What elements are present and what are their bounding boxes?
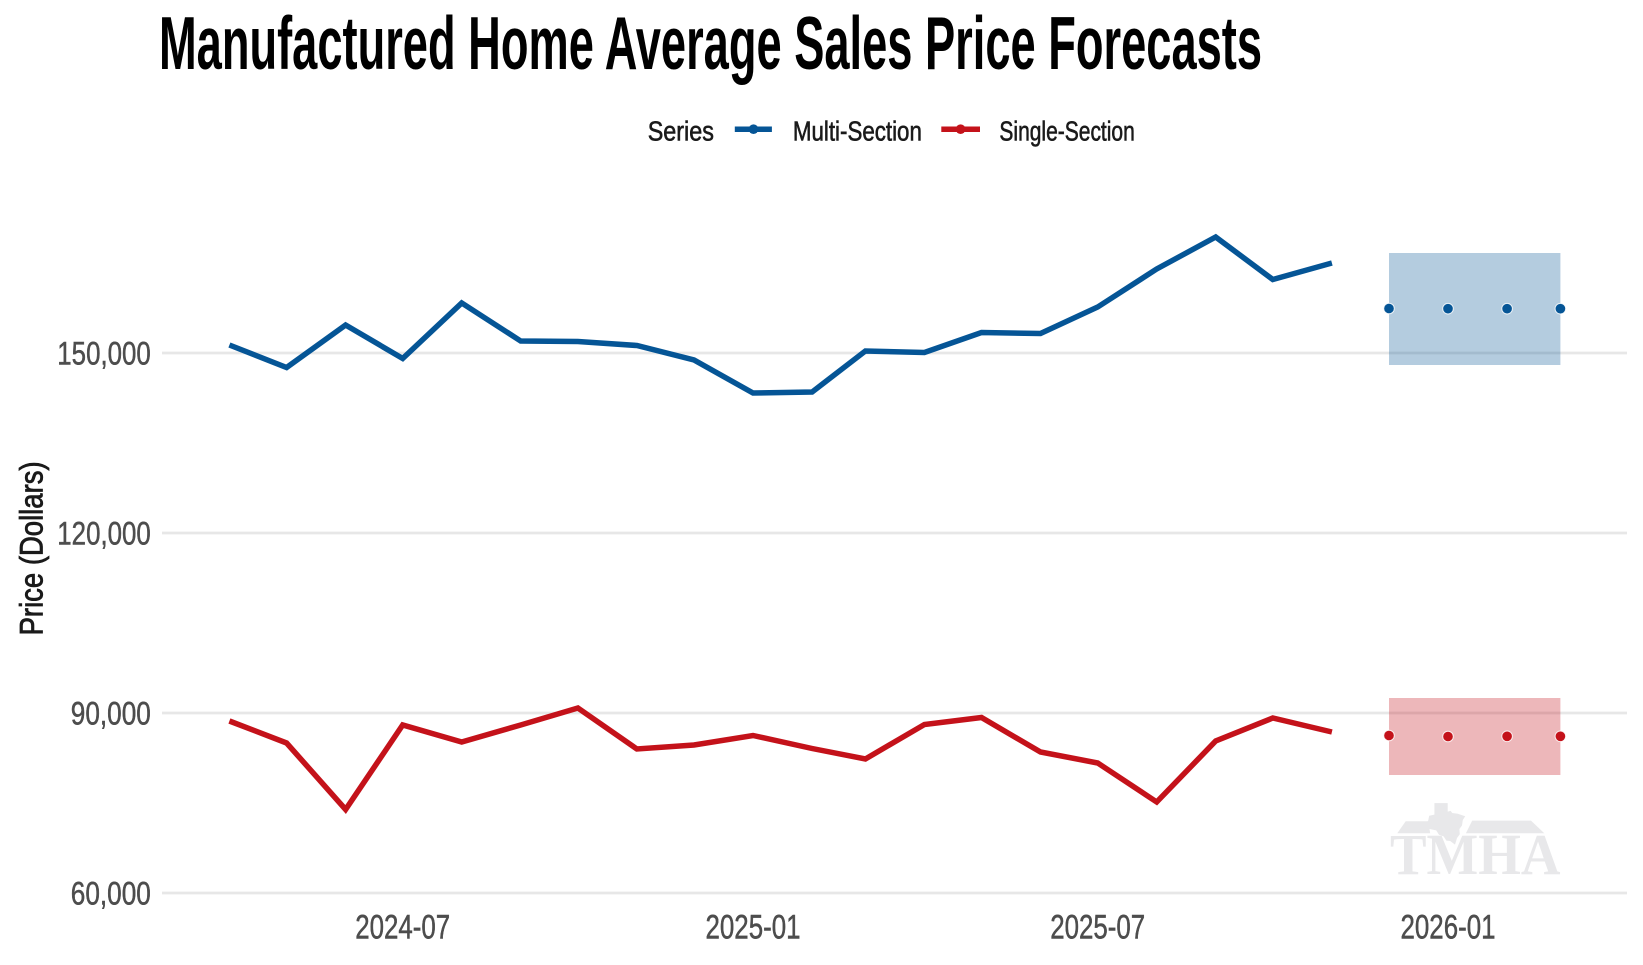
svg-text:2025-01: 2025-01: [706, 909, 801, 947]
svg-text:Multi-Section: Multi-Section: [793, 116, 922, 147]
svg-text:2025-07: 2025-07: [1050, 909, 1145, 947]
svg-text:90,000: 90,000: [71, 695, 151, 731]
svg-text:Manufactured Home Average Sale: Manufactured Home Average Sales Price Fo…: [159, 1, 1262, 85]
svg-text:Single-Section: Single-Section: [999, 116, 1134, 147]
svg-text:2026-01: 2026-01: [1401, 909, 1496, 947]
svg-text:Price (Dollars): Price (Dollars): [14, 461, 50, 635]
svg-text:60,000: 60,000: [71, 875, 151, 911]
svg-text:Series: Series: [648, 116, 714, 147]
svg-text:120,000: 120,000: [57, 515, 151, 551]
svg-text:2024-07: 2024-07: [355, 909, 450, 947]
svg-text:150,000: 150,000: [57, 335, 151, 371]
